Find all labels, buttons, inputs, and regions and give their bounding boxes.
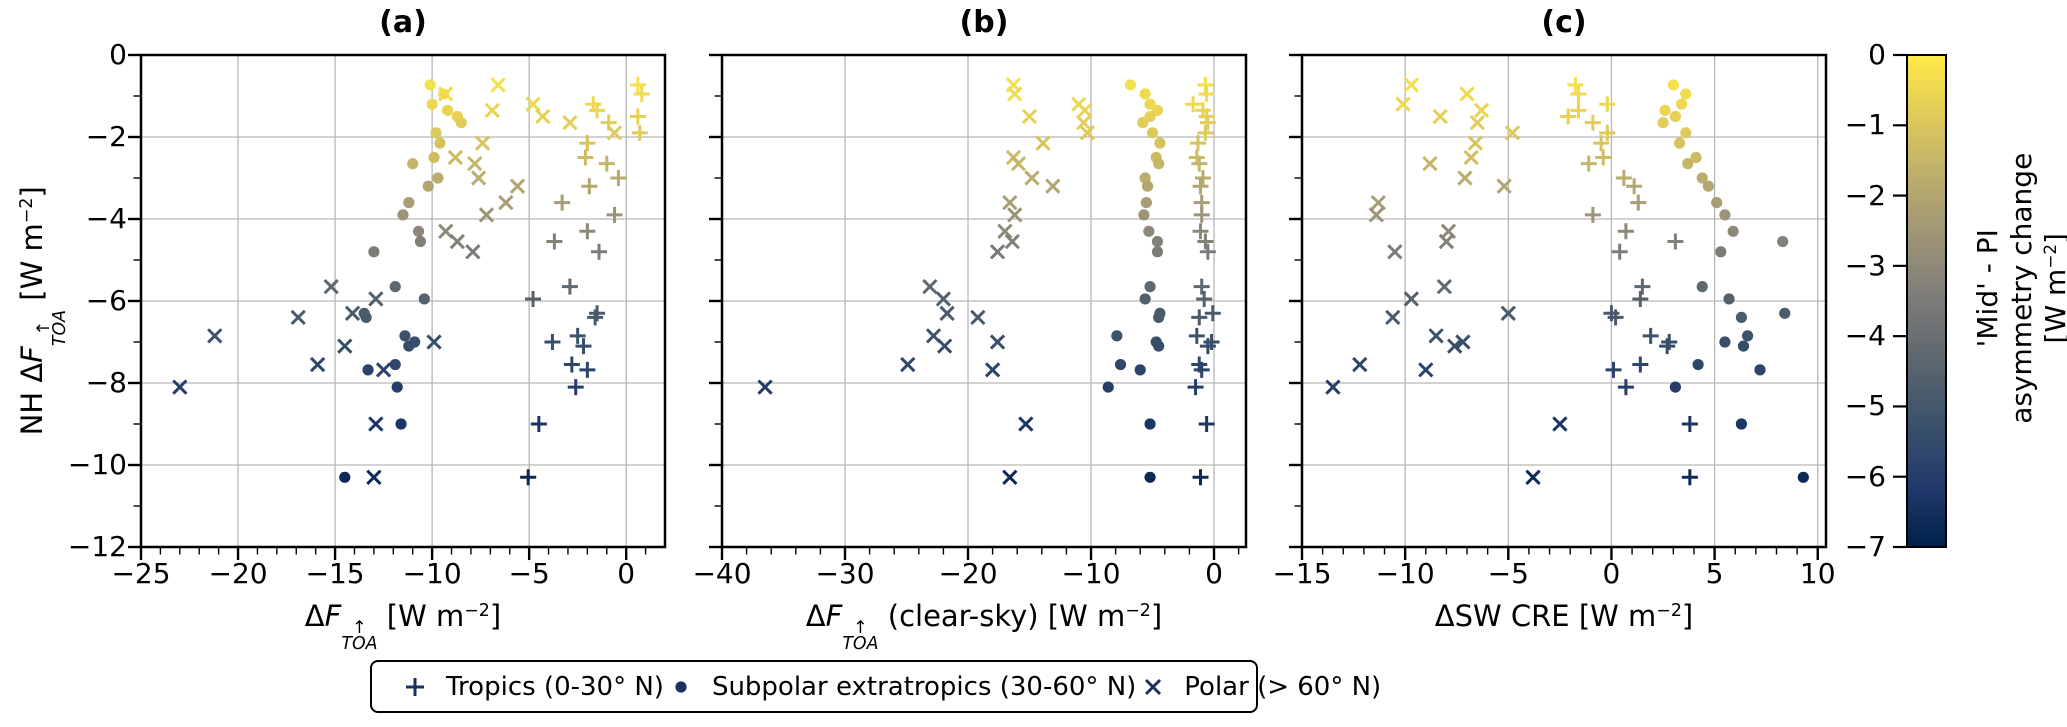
colorbar-tick-label: −7: [1844, 530, 1886, 563]
colorbar-tick-label: −1: [1844, 108, 1886, 142]
plus-marker-icon: [406, 677, 424, 696]
x-tick-label-a: −15: [305, 557, 365, 590]
colorbar-tick-label: −3: [1844, 248, 1886, 282]
x-tick-label-b: 0: [1205, 557, 1223, 590]
colorbar-title-line-3: [W m−2]: [2039, 233, 2067, 344]
y-tick-label: −10: [67, 448, 127, 481]
panel-a-x-axis-label: ΔF ↑ TOA [W m−2]: [304, 599, 502, 655]
legend: Tropics (0-30° N) Subpolar extratropics …: [370, 660, 1381, 713]
circle-marker-icon: [675, 680, 687, 693]
x-tick-label-b: −30: [815, 557, 875, 590]
x-tick-label-c: −5: [1487, 557, 1529, 590]
x-tick-label-c: −10: [1375, 557, 1435, 590]
x-tick-label-a: −20: [208, 557, 268, 590]
x-tick-label-c: 10: [1799, 557, 1836, 590]
colorbar-tick-label: −5: [1844, 389, 1886, 423]
legend-label-polar: Polar (> 60° N): [1184, 671, 1382, 702]
colorbar-tick-label: −4: [1844, 319, 1886, 353]
legend-entry-tropics: Tropics (0-30° N): [398, 670, 664, 704]
y-tick-label: −8: [85, 366, 127, 399]
panel-c-x-axis-label: ΔSW CRE [W m−2]: [1434, 599, 1694, 633]
y-tick-label: −4: [85, 202, 127, 235]
y-tick-label: −6: [85, 284, 127, 317]
legend-label-subpolar: Subpolar extratropics (30-60° N): [711, 671, 1137, 702]
x-marker-icon: [1145, 678, 1162, 695]
x-tick-label-b: −40: [692, 557, 752, 590]
legend-label-tropics: Tropics (0-30° N): [446, 671, 664, 702]
x-tick-label-c: 5: [1705, 557, 1724, 590]
panel-b-x-axis-label: ΔF ↑ TOA (clear-sky) [W m−2]: [805, 599, 1163, 655]
y-tick-label: −12: [67, 530, 127, 563]
x-tick-label-c: 0: [1602, 557, 1621, 590]
colorbar-tick-label: 0: [1868, 38, 1886, 71]
legend-entry-polar: Polar (> 60° N): [1136, 670, 1381, 704]
x-tick-label-a: 0: [617, 557, 636, 590]
y-tick-label: −2: [85, 120, 127, 153]
panel-c-title: (c): [1541, 5, 1587, 40]
x-tick-label-b: −20: [938, 557, 998, 590]
x-tick-label-b: −10: [1061, 557, 1121, 590]
legend-entry-subpolar: Subpolar extratropics (30-60° N): [664, 670, 1136, 704]
x-tick-label-a: −25: [111, 557, 171, 590]
colorbar-title-line-1: 'Mid' - PI: [1970, 229, 2004, 348]
x-tick-label-c: −15: [1272, 557, 1332, 590]
panel-a-title: (a): [379, 5, 427, 40]
panel-b-title: (b): [959, 5, 1009, 40]
colorbar-tick-label: −6: [1844, 459, 1886, 493]
x-tick-label-a: −5: [508, 557, 550, 590]
y-tick-label: 0: [109, 38, 127, 71]
colorbar-tick-label: −2: [1844, 178, 1886, 212]
x-tick-label-a: −10: [402, 557, 462, 590]
colorbar-title-line-2: asymmetry change: [2004, 152, 2038, 424]
